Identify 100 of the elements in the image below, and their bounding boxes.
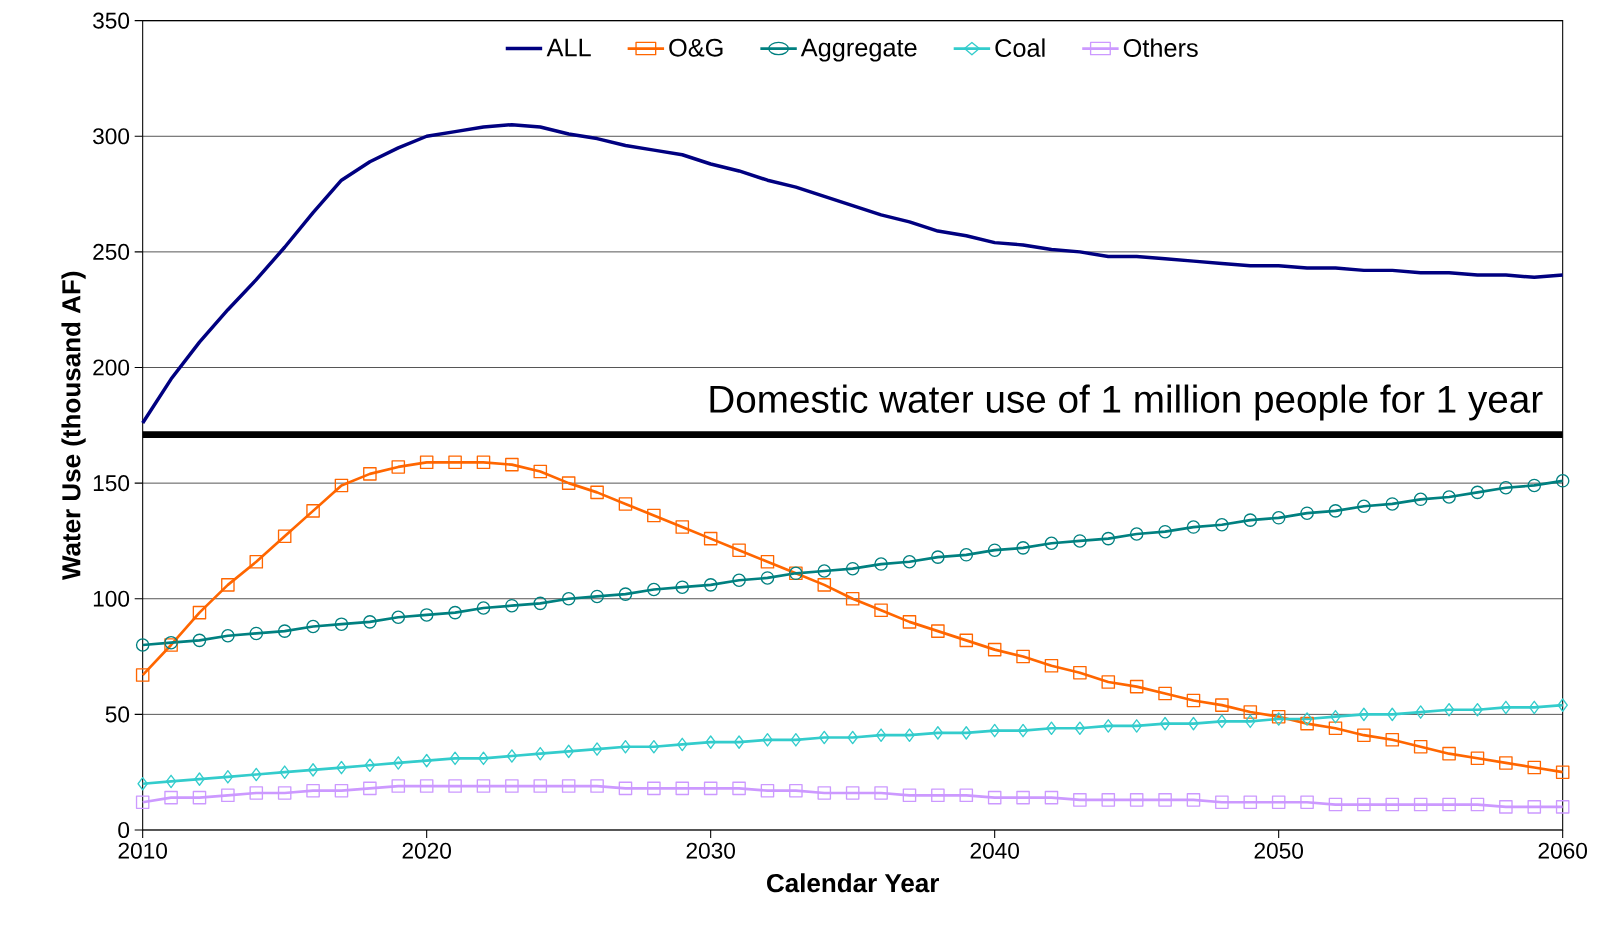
point <box>1186 693 1201 708</box>
point <box>1016 649 1030 664</box>
point <box>1499 480 1513 495</box>
point <box>192 605 207 620</box>
point <box>1016 790 1030 805</box>
y-tick-label: 250 <box>93 243 130 260</box>
y-tick-label: 300 <box>93 128 130 145</box>
point <box>448 605 462 620</box>
point <box>393 756 404 770</box>
point <box>1443 702 1455 717</box>
legend-label: Aggregate <box>800 38 917 62</box>
point <box>1529 700 1540 715</box>
point <box>251 767 262 782</box>
point <box>1243 705 1258 719</box>
point <box>222 770 234 784</box>
point <box>959 788 974 803</box>
point <box>590 779 604 793</box>
point <box>959 633 974 648</box>
point <box>703 531 718 546</box>
point <box>902 615 917 629</box>
point <box>789 783 803 798</box>
point <box>1357 499 1371 514</box>
point <box>192 790 207 805</box>
point <box>703 781 718 796</box>
point <box>334 478 349 493</box>
point <box>845 591 860 606</box>
point <box>1245 714 1256 729</box>
point <box>336 760 347 775</box>
y-tick-label: 350 <box>93 12 130 29</box>
point <box>1413 739 1428 754</box>
point <box>847 730 858 745</box>
point <box>164 790 178 805</box>
point <box>306 783 320 798</box>
point <box>591 742 603 756</box>
point <box>1131 719 1142 733</box>
point <box>1555 765 1570 779</box>
point <box>1271 795 1286 810</box>
point <box>1046 721 1057 736</box>
point <box>1129 679 1144 694</box>
point <box>221 578 235 592</box>
point <box>1330 709 1341 724</box>
point <box>760 554 775 569</box>
point <box>307 763 319 777</box>
point <box>760 783 775 798</box>
point <box>874 603 888 618</box>
y-tick-label: 0 <box>118 821 130 839</box>
point <box>1499 800 1513 814</box>
point <box>1358 707 1370 722</box>
point <box>419 608 434 622</box>
point <box>590 589 604 604</box>
point <box>1387 707 1398 722</box>
point <box>476 455 491 470</box>
point <box>618 587 633 601</box>
point <box>1527 800 1542 814</box>
point <box>1158 524 1172 539</box>
point <box>363 781 377 796</box>
x-tick-label: 2060 <box>1538 842 1588 859</box>
point <box>135 638 150 652</box>
point <box>1442 797 1456 812</box>
point <box>904 728 915 742</box>
point <box>561 476 576 490</box>
point <box>279 765 290 779</box>
point <box>1385 733 1400 747</box>
point <box>391 610 406 625</box>
point <box>1073 534 1087 548</box>
point <box>1442 746 1456 761</box>
point <box>449 751 461 766</box>
point <box>705 735 716 749</box>
point <box>817 578 832 592</box>
point <box>1158 793 1172 807</box>
point <box>647 582 661 597</box>
point <box>1328 721 1343 736</box>
point <box>618 781 633 796</box>
point <box>221 788 235 803</box>
point <box>363 615 377 629</box>
point <box>762 733 773 747</box>
point <box>448 779 462 793</box>
x-tick-label: 2020 <box>402 842 451 859</box>
point <box>476 779 491 793</box>
point <box>875 728 887 742</box>
point <box>1215 698 1229 712</box>
point <box>1300 795 1314 810</box>
point <box>1188 716 1199 731</box>
point <box>135 795 150 810</box>
point <box>959 548 974 562</box>
point <box>647 508 661 523</box>
point <box>505 779 519 793</box>
point <box>533 596 548 611</box>
point <box>364 758 376 773</box>
point <box>760 571 775 585</box>
y-tick-label: 100 <box>93 590 130 607</box>
point <box>1103 719 1114 733</box>
point <box>1413 797 1428 812</box>
point <box>1300 506 1314 520</box>
point <box>874 786 888 800</box>
point <box>563 744 574 759</box>
point <box>391 460 406 474</box>
point <box>733 735 745 749</box>
point <box>533 464 548 479</box>
x-axis-title: Calendar Year <box>767 873 939 893</box>
